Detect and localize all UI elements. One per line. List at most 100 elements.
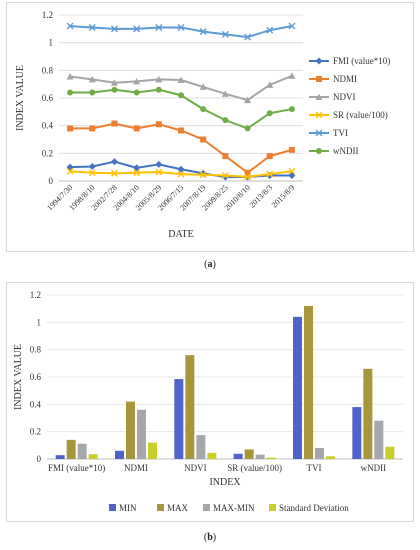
data-point (266, 170, 274, 178)
y-tick-label: 0.2 (42, 148, 53, 158)
legend-marker (316, 76, 322, 82)
legend-label: MAX (167, 503, 189, 513)
data-point (111, 86, 118, 93)
x-tick-label: FMI (value*10) (48, 463, 105, 473)
x-tick-label: 2015/8/9 (270, 183, 296, 209)
data-point (66, 22, 74, 30)
legend-label: NDVI (333, 92, 356, 102)
data-point (88, 75, 96, 83)
legend-label: Standard Deviation (279, 503, 349, 513)
bar (174, 379, 184, 459)
bar (304, 305, 313, 459)
bar (293, 316, 302, 459)
y-tick-label: 0.6 (30, 372, 42, 382)
data-point (110, 169, 118, 177)
bar (374, 420, 384, 459)
y-tick-label: 0.2 (30, 427, 41, 437)
data-point (133, 77, 141, 85)
data-point (67, 89, 74, 96)
bar (88, 454, 98, 459)
data-point (244, 173, 252, 181)
legend-label: TVI (333, 128, 348, 138)
bar (233, 453, 243, 459)
legend-swatch (157, 504, 164, 511)
bar (55, 455, 65, 459)
legend-label: MIN (119, 503, 137, 513)
line-chart-panel: 0 0.2 0.4 0.6 0.8 1 1.2 1994/7/30 1998/8/10 2002/… (6, 2, 414, 252)
legend-label: SR (value/100) (333, 110, 388, 120)
data-point (155, 23, 163, 31)
y-tick-label: 0.4 (42, 121, 54, 131)
legend-marker (316, 148, 322, 154)
data-point (266, 153, 273, 160)
bar (315, 448, 324, 459)
legend-swatch (203, 504, 210, 511)
data-point (288, 167, 296, 175)
bar-chart-panel: 0 0.2 0.4 0.6 0.8 1 1.2 FMI (value*10) NDMI NDVI S… (6, 282, 414, 522)
data-point (199, 28, 207, 36)
y-tick-label: 0 (49, 176, 54, 186)
y-tick-label: 1 (49, 38, 54, 48)
y-tick-label: 0.8 (42, 65, 54, 75)
data-point (67, 125, 74, 132)
y-tick-label: 0.4 (30, 399, 42, 409)
legend-label: NDMI (333, 74, 357, 84)
y-tick-label: 0 (37, 454, 42, 464)
data-point (88, 169, 96, 177)
y-tick-label: 0.6 (42, 93, 54, 103)
legend-label: wNDII (333, 146, 359, 156)
data-point (177, 23, 185, 31)
bar (207, 452, 217, 459)
data-point (200, 106, 207, 113)
data-point (288, 106, 295, 113)
data-point (110, 158, 118, 166)
bar (352, 407, 362, 459)
x-tick-label: NDVI (184, 463, 207, 473)
legend-swatch (109, 504, 116, 511)
x-axis-title: DATE (168, 229, 194, 240)
legend-swatch (269, 504, 276, 511)
data-point (133, 164, 141, 172)
data-point (133, 25, 141, 33)
data-point (133, 125, 140, 132)
bar (137, 409, 146, 459)
data-point (88, 23, 96, 31)
x-tick-label: 2013/8/3 (248, 183, 274, 209)
data-point (221, 171, 229, 179)
data-point (244, 96, 252, 104)
data-point (178, 92, 184, 99)
data-point (222, 117, 229, 124)
data-point (155, 168, 163, 176)
data-point (288, 72, 296, 79)
data-point (178, 127, 184, 134)
data-point (89, 125, 96, 132)
data-point (110, 25, 118, 33)
legend-label: MAX-MIN (213, 503, 255, 513)
legend-marker (315, 57, 323, 65)
bar (126, 401, 135, 459)
data-point (222, 153, 229, 160)
bar (66, 439, 76, 459)
data-point (155, 160, 163, 168)
x-tick-label: wNDII (361, 463, 387, 473)
data-point (244, 125, 251, 132)
panel-label-a: (a) (204, 259, 216, 270)
legend-label: FMI (value*10) (333, 56, 390, 66)
panel-label-b: (b) (203, 532, 217, 543)
data-point (66, 73, 74, 80)
bar (77, 443, 87, 459)
bar-chart: 0 0.2 0.4 0.6 0.8 1 1.2 FMI (value*10) NDMI NDVI S… (13, 290, 403, 513)
bar (363, 368, 373, 459)
bar (255, 454, 265, 459)
data-point (266, 26, 274, 34)
data-point (177, 165, 185, 173)
x-axis-title: INDEX (209, 477, 241, 488)
data-point (244, 33, 252, 41)
data-point (200, 136, 207, 143)
data-point (244, 169, 251, 176)
y-tick-label: 1 (37, 317, 42, 327)
legend-marker (315, 111, 323, 119)
bar (148, 442, 157, 459)
y-tick-label: 1.2 (30, 290, 41, 300)
data-point (199, 171, 207, 179)
